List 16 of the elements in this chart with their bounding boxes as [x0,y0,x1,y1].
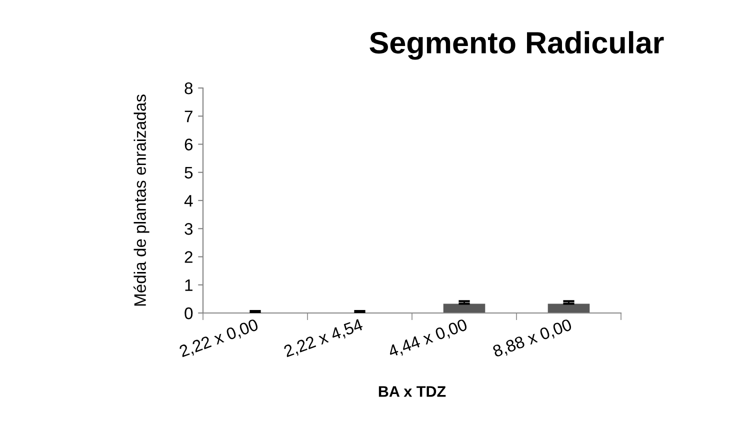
y-tick-label: 0 [184,307,193,320]
y-axis-title: Média de plantas enraizadas [134,94,150,306]
x-tick-label: 4,44 x 0,00 [387,318,469,360]
y-tick-label: 7 [184,110,192,122]
y-tick-label: 3 [184,223,193,235]
y-tick-label: 5 [184,166,193,179]
y-tick-label: 8 [184,82,193,94]
chart-title: Segmento Radicular [370,31,664,60]
x-axis-title: BA x TDZ [378,386,446,397]
y-tick-label: 4 [184,195,193,207]
y-tick-label: 2 [184,251,192,263]
y-tick-label: 6 [184,138,193,150]
x-tick-label: 8,88 x 0,00 [492,318,574,360]
y-tick-label: 1 [185,279,192,291]
x-tick-label: 2,22 x 0,00 [178,318,260,360]
x-tick-label: 2,22 x 4,54 [283,318,364,360]
